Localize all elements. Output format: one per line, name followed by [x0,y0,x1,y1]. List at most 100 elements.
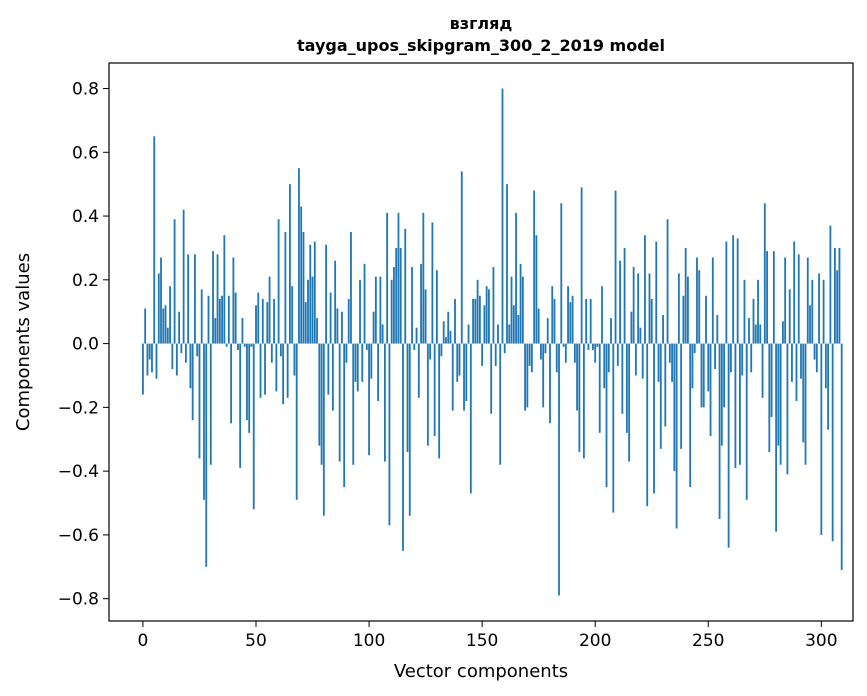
bar-105 [379,276,382,344]
bar-172 [530,343,533,373]
bar-144 [467,324,470,344]
bar-100 [368,343,370,456]
bar-109 [388,343,391,526]
bar-307 [836,270,839,344]
bar-11 [166,327,169,344]
bar-240 [684,247,687,344]
bar-184 [558,343,560,596]
plot-frame [108,62,854,622]
bar-122 [417,343,420,398]
bar-143 [465,343,468,401]
bar-246 [698,270,701,344]
bar-301 [822,279,825,344]
bar-210 [616,343,619,366]
bar-276 [766,251,768,344]
bar-265 [741,343,744,376]
bar-71 [302,231,305,344]
bar-118 [408,343,411,516]
bar-151 [483,305,486,344]
bar-211 [619,260,621,344]
bar-74 [309,244,312,344]
bar-196 [585,298,588,344]
bar-236 [675,343,678,529]
bar-41 [234,292,237,344]
bar-166 [517,314,520,344]
bar-10 [164,305,167,344]
bar-121 [415,327,418,344]
bar-77 [316,318,318,344]
bar-289 [795,343,798,401]
bar-39 [230,343,233,424]
bar-239 [682,295,685,344]
y-tick-label: −0.8 [58,590,99,610]
bar-297 [813,343,816,360]
bar-219 [637,273,640,344]
bar-183 [555,343,558,373]
bar-96 [359,279,361,344]
bar-78 [318,343,321,446]
bar-212 [621,343,624,414]
bar-304 [829,225,832,344]
bar-73 [307,279,309,344]
bar-235 [673,343,676,472]
bar-124 [422,212,425,344]
bar-1 [144,308,147,344]
bar-271 [754,324,757,344]
bar-197 [587,343,590,350]
bar-260 [729,343,732,373]
bar-267 [745,343,748,500]
bar-181 [551,286,554,344]
bar-187 [564,343,567,363]
bar-194 [580,187,583,344]
bar-152 [485,286,488,344]
bar-7 [157,273,160,344]
bar-153 [488,289,490,344]
bar-213 [623,247,626,344]
bar-255 [718,343,721,519]
y-tick-label: 0.6 [72,143,99,163]
bar-193 [578,343,581,452]
bar-2 [146,343,149,376]
bar-160 [503,343,506,354]
bar-291 [800,343,802,379]
bar-62 [282,343,285,405]
bar-190 [571,295,574,344]
bar-278 [770,343,773,417]
bar-244 [693,343,696,354]
bar-92 [350,231,352,344]
bar-199 [592,343,594,350]
bar-251 [709,343,712,437]
bar-114 [399,247,402,344]
bar-37 [225,343,228,347]
bar-198 [589,298,592,344]
bar-101 [370,343,373,379]
x-axis-label: Vector components [394,661,568,682]
bar-8 [160,257,162,344]
bar-18 [182,209,185,344]
bar-171 [528,343,531,366]
bar-50 [255,305,257,344]
bar-75 [311,276,314,344]
bar-135 [447,311,450,344]
bar-12 [169,286,171,344]
y-axis-ticks: −0.8 −0.6 −0.4 −0.2 0.0 0.2 0.4 0.6 0.8 [58,80,109,610]
bar-139 [456,343,459,382]
bar-186 [562,343,565,347]
x-tick-label: 100 [353,631,385,651]
bar-72 [304,302,307,344]
y-axis-label: Components values [13,253,34,431]
bar-146 [472,298,474,344]
bar-279 [772,251,775,344]
bar-38 [227,295,230,344]
bar-13 [171,343,174,370]
bar-21 [189,343,192,389]
bar-163 [510,276,513,344]
bar-64 [286,343,289,398]
bar-264 [739,343,741,465]
bar-192 [576,343,579,411]
bar-33 [216,254,219,344]
bar-30 [209,343,212,465]
y-tick-label: −0.4 [58,462,99,482]
bar-173 [533,190,536,344]
